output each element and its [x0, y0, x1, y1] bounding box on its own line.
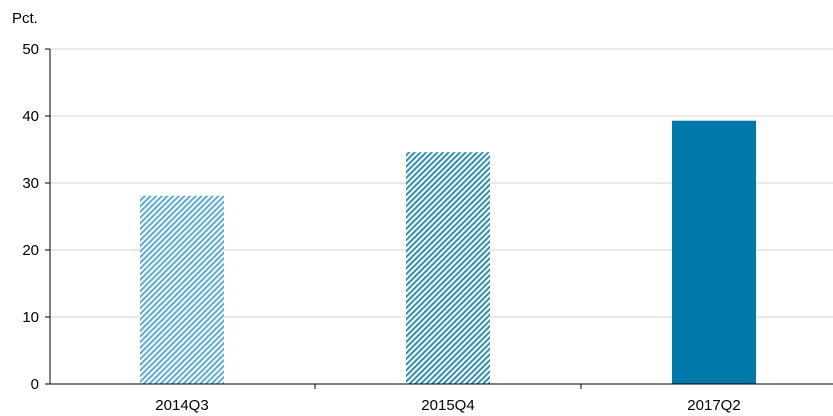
y-tick-labels: 0 10 20 30 40 50: [22, 41, 39, 393]
y-axis-unit-label: Pct.: [12, 10, 38, 27]
y-tick-label: 20: [22, 242, 39, 259]
bars: [140, 120, 756, 384]
x-tick-labels: 2014Q3 2015Q4 2017Q2: [155, 397, 740, 414]
bar-2014Q3: [140, 195, 224, 384]
x-tick-label: 2015Q4: [421, 397, 474, 414]
x-tick-label: 2014Q3: [155, 397, 208, 414]
x-tick-label: 2017Q2: [687, 397, 740, 414]
y-tick-label: 40: [22, 108, 39, 125]
axes: [45, 48, 833, 389]
y-tick-label: 50: [22, 41, 39, 58]
y-tick-label: 10: [22, 309, 39, 326]
bar-2015Q4: [406, 152, 490, 384]
bar-2017Q2: [672, 120, 756, 384]
y-tick-label: 30: [22, 175, 39, 192]
y-tick-label: 0: [31, 376, 39, 393]
